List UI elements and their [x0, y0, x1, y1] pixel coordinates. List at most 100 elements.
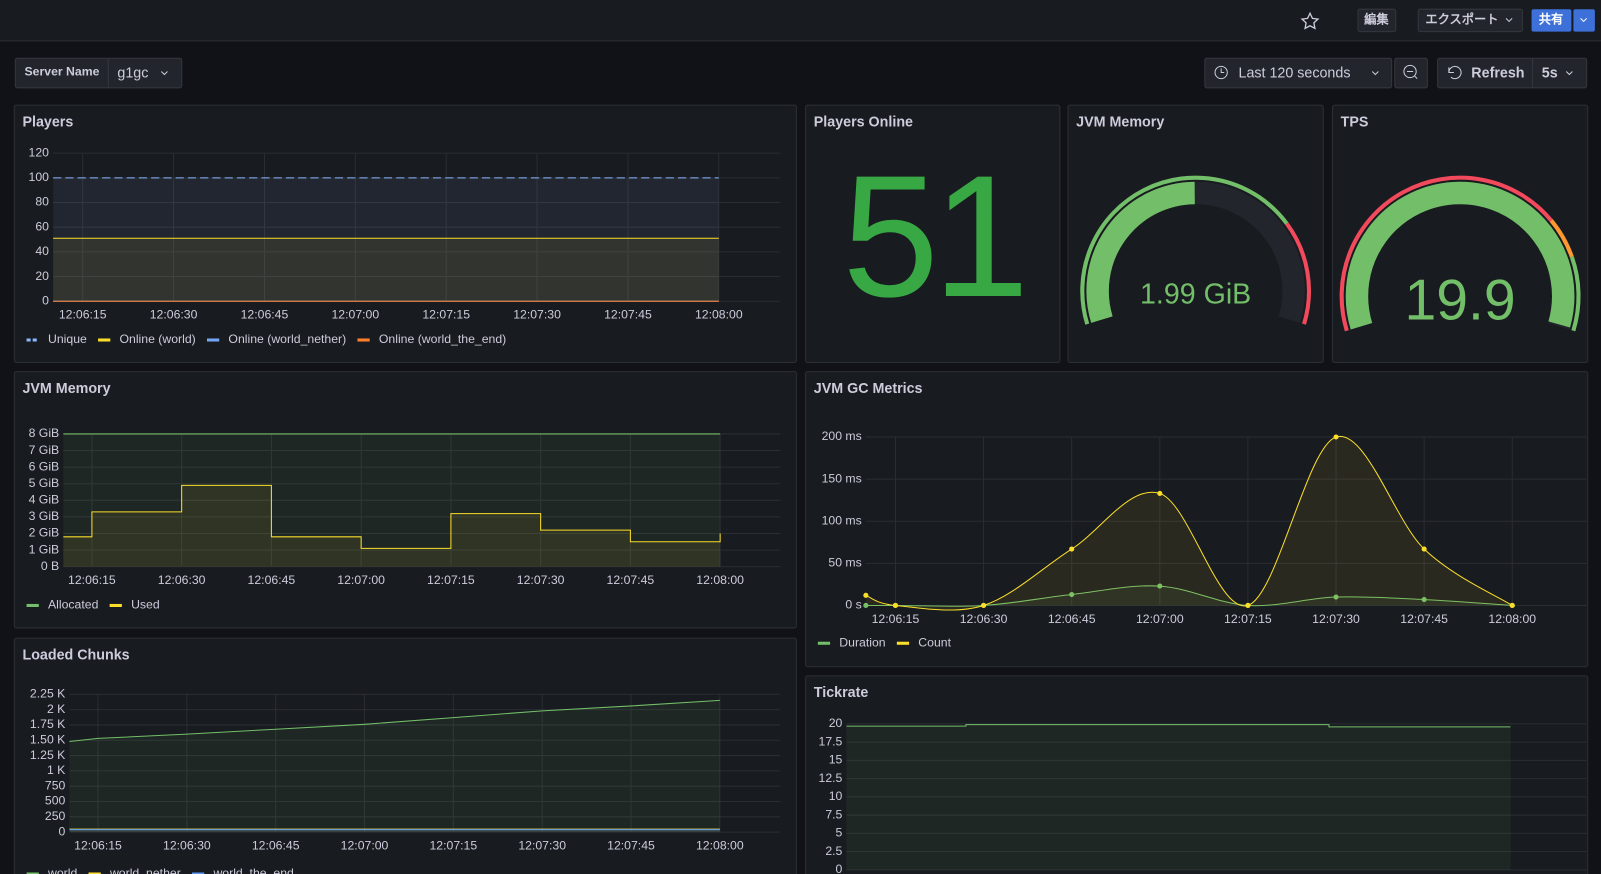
variable-box[interactable]: [14, 57, 183, 89]
series-area: [69, 829, 720, 833]
data-point: [1421, 546, 1427, 552]
x-tick-label: 12:06:45: [1048, 612, 1096, 626]
x-tick-label: 12:07:45: [607, 573, 655, 587]
y-tick-label: 6 GiB: [29, 459, 60, 473]
time-range: Last 120 seconds: [1239, 65, 1351, 81]
threshold-band: [1080, 175, 1289, 325]
data-point: [1333, 434, 1339, 440]
gauge-value: [1345, 181, 1575, 330]
x-tick-label: 12:08:00: [695, 308, 743, 322]
y-tick-label: 100: [29, 170, 50, 184]
x-tick-label: 12:06:15: [872, 612, 920, 626]
x-tick-label: 12:07:30: [513, 308, 561, 322]
y-tick-label: 40: [35, 244, 49, 258]
panel-title: TPS: [1341, 114, 1369, 130]
y-tick-label: 5 GiB: [29, 476, 60, 490]
star-button[interactable]: [1300, 11, 1320, 30]
refresh-icon: [1448, 65, 1462, 80]
data-point: [1421, 597, 1427, 603]
y-tick-label: 10: [829, 789, 843, 803]
legend-label: Unique: [48, 332, 87, 346]
y-tick-label: 1.50 K: [30, 732, 66, 746]
x-tick-label: 12:06:30: [960, 612, 1008, 626]
panel-title: JVM Memory: [1076, 114, 1164, 130]
zoom-out-button[interactable]: [1394, 57, 1428, 89]
panel: [13, 637, 797, 874]
x-tick-label: 12:06:30: [158, 573, 206, 587]
y-tick-label: 20: [35, 269, 49, 283]
x-tick-label: 12:07:45: [604, 308, 652, 322]
export-button[interactable]: [1417, 8, 1523, 33]
threshold-band: [1285, 222, 1312, 325]
y-tick-label: 5: [836, 826, 843, 840]
chevron: [1371, 71, 1379, 76]
legend-label: Online (world): [120, 332, 196, 346]
x-tick-label: 12:07:00: [1136, 612, 1184, 626]
panel-title: Loaded Chunks: [22, 647, 129, 663]
panel-title: Players: [22, 114, 73, 130]
threshold-band: [1339, 175, 1553, 332]
y-tick-label: 12.5: [819, 771, 843, 785]
gauge-label: 1.99 GiB: [1140, 279, 1251, 311]
series-area: [69, 700, 720, 833]
x-tick-label: 12:08:00: [1488, 612, 1536, 626]
x-tick-label: 12:06:15: [68, 573, 116, 587]
series-area: [846, 724, 1511, 870]
legend-label: Count: [918, 635, 951, 649]
y-tick-label: 7.5: [825, 807, 842, 821]
time-picker[interactable]: [1204, 57, 1393, 89]
y-tick-label: 750: [45, 778, 66, 792]
series-area: [865, 436, 1513, 611]
x-tick-label: 12:06:45: [248, 573, 296, 587]
data-point: [863, 602, 869, 609]
data-point: [892, 602, 899, 609]
chevron: [1565, 71, 1573, 76]
series-area: [865, 585, 1513, 607]
y-tick-label: 20: [829, 716, 843, 730]
y-tick-label: 1.25 K: [30, 748, 66, 762]
y-tick-label: 7 GiB: [29, 443, 60, 457]
legend-label: Duration: [839, 635, 885, 649]
panel-title: Tickrate: [814, 685, 869, 701]
x-tick-label: 12:07:45: [1400, 612, 1448, 626]
series-area: [63, 485, 721, 567]
series-line: [63, 484, 721, 549]
series-line: [865, 435, 1513, 611]
export-label: エクスポート: [1425, 12, 1498, 27]
x-tick-label: 12:07:45: [607, 839, 655, 853]
x-tick-label: 12:06:30: [150, 308, 198, 322]
y-tick-label: 3 GiB: [29, 509, 60, 523]
panel: [13, 104, 797, 363]
data-point: [1069, 591, 1075, 598]
x-tick-label: 12:08:00: [696, 839, 744, 853]
top-bar: [0, 0, 1601, 41]
y-tick-label: 1.75 K: [30, 717, 66, 731]
y-tick-label: 60: [35, 219, 49, 233]
chevron: [1580, 18, 1588, 23]
gauge-label: 19.9: [1404, 268, 1515, 332]
data-point: [1069, 546, 1075, 552]
y-tick-label: 200 ms: [822, 429, 862, 443]
edit-button[interactable]: [1357, 8, 1397, 33]
legend-label: Online (world_nether): [228, 332, 346, 346]
panel: [805, 104, 1061, 363]
variable-value: g1gc: [117, 65, 148, 81]
refresh-button[interactable]: [1437, 57, 1588, 89]
panel-title: JVM GC Metrics: [814, 381, 923, 397]
share-button[interactable]: [1531, 9, 1572, 32]
data-point: [981, 602, 987, 609]
x-tick-label: 12:07:30: [1312, 612, 1360, 626]
series-area: [53, 177, 719, 302]
zoom-icon-lines: [1406, 70, 1418, 79]
series-line: [69, 699, 720, 742]
y-tick-label: 2 K: [47, 702, 66, 716]
y-tick-label: 2.25 K: [30, 687, 66, 701]
clock-icon: [1214, 65, 1228, 80]
legend-label: Online (world_the_end): [379, 332, 506, 346]
x-tick-label: 12:06:45: [241, 308, 289, 322]
legend-label: Used: [131, 598, 160, 612]
x-tick-label: 12:08:00: [696, 573, 744, 587]
y-tick-label: 8 GiB: [29, 426, 60, 440]
series-line: [846, 724, 1511, 728]
y-tick-label: 2.5: [825, 844, 842, 858]
